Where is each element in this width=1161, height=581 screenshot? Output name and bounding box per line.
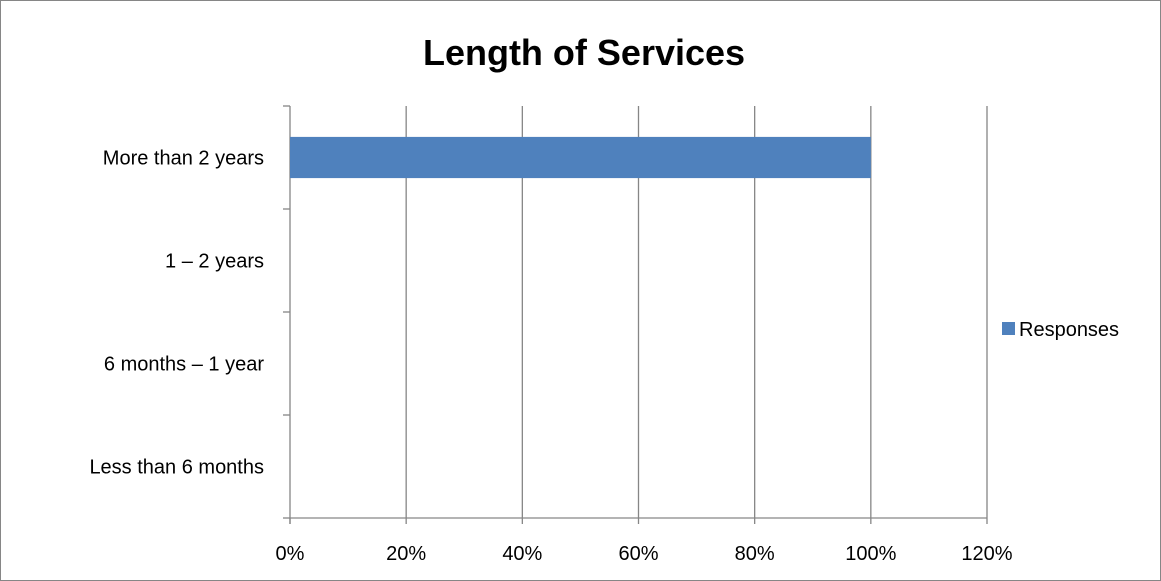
x-tick-label: 80% bbox=[735, 543, 775, 565]
x-tick-label: 20% bbox=[386, 543, 426, 565]
x-tick-label: 0% bbox=[276, 543, 305, 565]
x-tick-label: 120% bbox=[961, 543, 1012, 565]
x-tick-label: 40% bbox=[502, 543, 542, 565]
bars bbox=[290, 136, 871, 179]
x-tick-label: 100% bbox=[845, 543, 896, 565]
legend-label: Responses bbox=[1019, 319, 1119, 341]
x-tick-label: 60% bbox=[618, 543, 658, 565]
tick-labels: 0% 20% 40% 60% 80% 100% 120% bbox=[276, 543, 1013, 565]
bar bbox=[290, 136, 871, 179]
legend: Responses bbox=[1002, 319, 1119, 341]
category-label: Less than 6 months bbox=[89, 457, 264, 479]
category-label: 6 months – 1 year bbox=[104, 354, 264, 376]
category-labels: More than 2 years 1 – 2 years 6 months – 1… bbox=[89, 148, 264, 479]
category-label: 1 – 2 years bbox=[165, 251, 264, 273]
legend-swatch bbox=[1002, 322, 1015, 335]
category-label: More than 2 years bbox=[103, 148, 264, 170]
chart-title: Length of Services bbox=[423, 32, 745, 73]
